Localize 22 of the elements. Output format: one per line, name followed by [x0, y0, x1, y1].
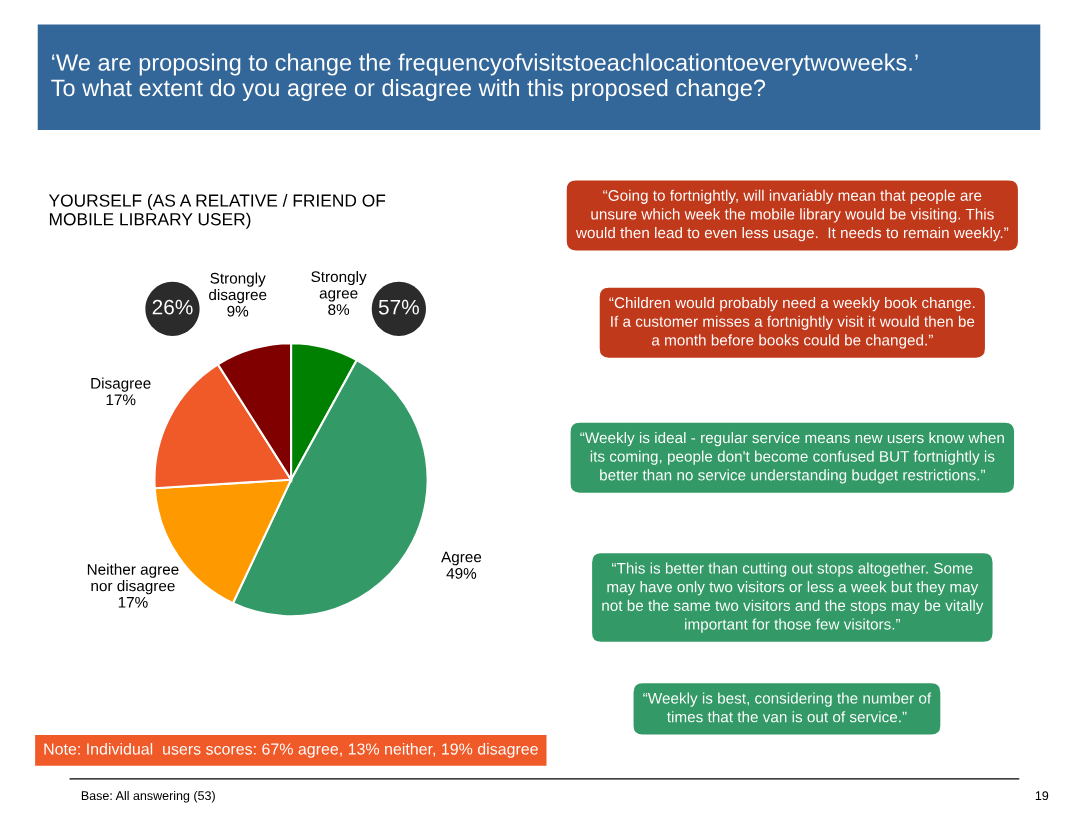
slice-label: Neither agree nor disagree: [87, 563, 179, 595]
slice-label: Strongly agree: [311, 270, 367, 302]
data-label: 17%: [118, 596, 148, 608]
chart-subtitle: YOURSELF (AS A RELATIVE / FRIEND OF MOBILE LIBRARY USER): [48, 193, 386, 229]
data-label: 49%: [446, 567, 477, 579]
text: 19: [1035, 791, 1049, 801]
data-label: 9%: [227, 305, 249, 317]
data-label: 17%: [106, 394, 136, 406]
text: Base: All answering (53): [81, 790, 215, 803]
text: Note: Individual users scores: 67% agree, 13% neither, 19% disagree: [44, 742, 538, 758]
text: “Weekly is best, considering the number of times that the van is out of service.”: [643, 692, 932, 723]
text: “Children would probably need a weekly book change. If a customer misses a fortnightly visit it would then be a month before books could be changed.”: [609, 296, 975, 349]
text: “This is better than cutting out stops altogether. Some may have only two visitors or less a week but they may not be the same two visitors and the stops may be vitally important for those few visitors.”: [602, 562, 984, 633]
text: “Weekly is ideal - regular service means new users know when its coming, people don't become confused BUT fortnightly is better than no service understanding budget restrictions.”: [580, 431, 1004, 484]
data-label: 8%: [328, 304, 350, 316]
text: 26%: [152, 299, 193, 315]
slice-label: Disagree: [91, 377, 151, 392]
chart-title: ‘We are proposing to change the frequencyofvisitstoeachlocationtoeverytwoweeks.’ To what extent do you agree or disagree with this proposed change?: [51, 53, 918, 101]
text: 57%: [378, 299, 419, 315]
slice-label: Strongly disagree: [209, 272, 267, 304]
text: “Going to fortnightly, will invariably mean that people are unsure which week the mobile library would be visiting. This would then lead to even less usage. It needs to remain weekly.”: [575, 189, 1009, 242]
slice-label: Agree: [441, 551, 482, 566]
